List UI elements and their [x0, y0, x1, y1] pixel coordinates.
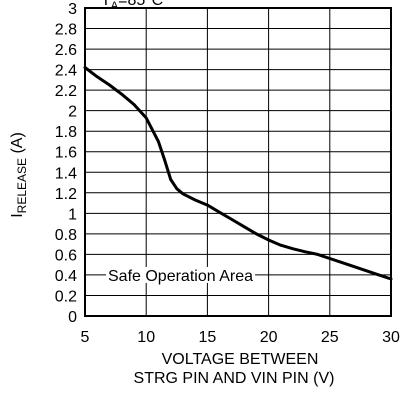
x-tick-label: 10: [137, 329, 155, 346]
y-axis-title-main: I: [9, 213, 26, 217]
y-tick-label: 0.8: [55, 227, 77, 244]
series-line: [83, 66, 393, 281]
y-tick-label: 2: [68, 104, 77, 121]
y-tick-label: 1.4: [55, 165, 77, 182]
y-tick-label: 2.4: [55, 63, 77, 80]
safe-operation-area-label-background: [106, 266, 256, 283]
y-axis-title: IRELEASE (A): [9, 132, 29, 218]
y-tick-label: 2.2: [55, 83, 77, 100]
x-tick-label: 5: [81, 329, 90, 346]
x-tick-label: 15: [199, 329, 217, 346]
temperature-annotation: TA=85°C: [101, 0, 163, 12]
y-tick-label: 2.6: [55, 42, 77, 59]
safe-operation-area-label: Safe Operation Area: [108, 268, 253, 285]
temperature-annotation-rest: =85°C: [118, 0, 163, 9]
y-tick-label: 1.2: [55, 186, 77, 203]
temperature-annotation-sub: A: [111, 0, 119, 12]
plot-frame: [84, 7, 392, 317]
y-tick-label: 3: [68, 1, 77, 18]
y-tick-label: 0.6: [55, 247, 77, 264]
x-axis-title-line2: STRG PIN AND VIN PIN (V): [134, 370, 335, 387]
x-tick-label: 30: [382, 329, 400, 346]
y-tick-label: 0.2: [55, 288, 77, 305]
x-tick-labels: 5 10 15 20 25 30: [81, 329, 400, 346]
safe-operation-area-label-group: Safe Operation Area: [106, 266, 256, 285]
y-tick-label: 2.8: [55, 22, 77, 39]
x-tick-label: 20: [260, 329, 278, 346]
y-axis-title-sub: RELEASE: [15, 158, 29, 213]
y-tick-labels: 0 0.2 0.4 0.6 0.8 1 1.2 1.4 1.6 1.8 2 2.2 2.4 2.6 2.8 3: [55, 1, 77, 326]
y-tick-label: 0: [68, 309, 77, 326]
temperature-annotation-main: T: [101, 0, 111, 9]
y-axis-title-unit: (A): [9, 132, 26, 158]
x-tick-label: 25: [321, 329, 339, 346]
x-axis-title-line1: VOLTAGE BETWEEN: [162, 351, 319, 368]
y-tick-label: 1.6: [55, 145, 77, 162]
y-tick-label: 1.8: [55, 124, 77, 141]
y-tick-label: 0.4: [55, 268, 77, 285]
y-tick-label: 1: [68, 206, 77, 223]
